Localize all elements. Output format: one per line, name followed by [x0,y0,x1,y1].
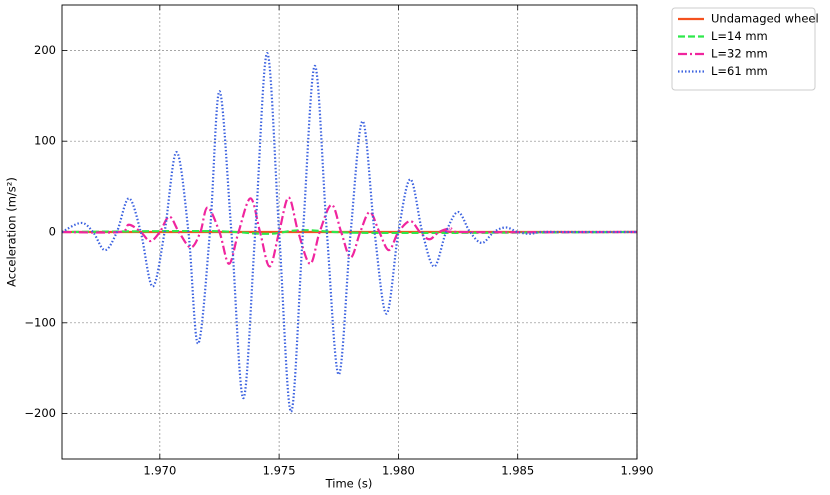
legend-box [671,7,816,91]
x-tick-label: 1.990 [621,464,654,478]
y-tick-label: 200 [34,43,56,57]
y-tick-label: −200 [24,406,56,420]
y-tick-label: 0 [49,225,56,239]
y-tick-label: 100 [34,134,56,148]
legend-label: L=32 mm [711,47,768,61]
legend-label: L=61 mm [711,64,768,78]
series-line [62,52,637,413]
x-tick-label: 1.980 [382,464,415,478]
plot-frame [61,4,638,460]
y-axis-label: Acceleration (m/s²) [5,177,19,287]
x-tick-label: 1.975 [263,464,296,478]
x-tick-label: 1.970 [143,464,176,478]
legend-label: Undamaged wheel [711,12,819,26]
y-tick-label: −100 [24,315,56,329]
x-tick-label: 1.985 [501,464,534,478]
legend-label: L=14 mm [711,29,768,43]
x-axis-label: Time (s) [325,477,373,491]
